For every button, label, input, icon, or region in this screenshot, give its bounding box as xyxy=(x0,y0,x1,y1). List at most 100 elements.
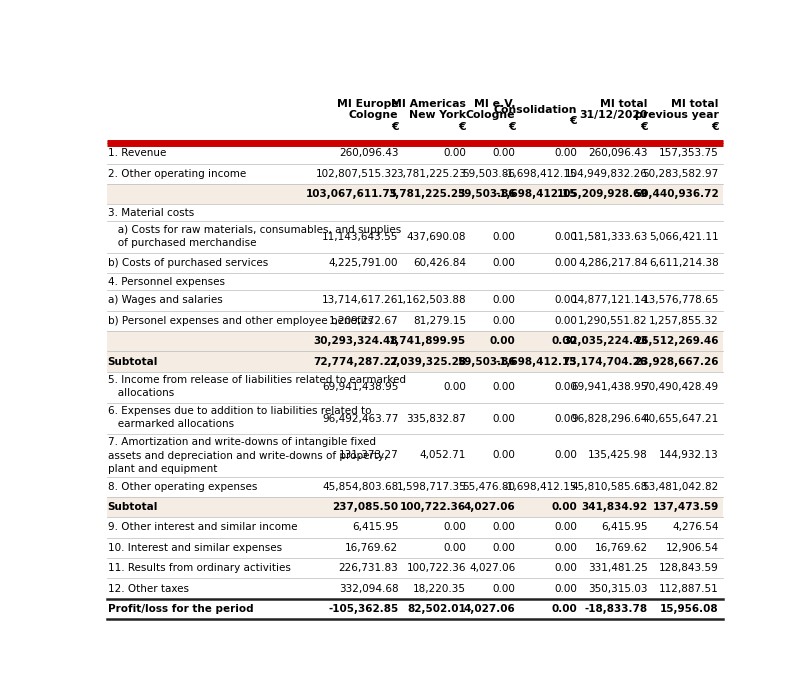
Text: 350,315.03: 350,315.03 xyxy=(588,584,648,593)
Text: 0.00: 0.00 xyxy=(554,543,577,553)
Text: a) Costs for raw materials, consumables, and supplies
   of purchased merchandis: a) Costs for raw materials, consumables,… xyxy=(107,224,401,247)
Text: 0.00: 0.00 xyxy=(554,414,577,424)
Text: 1,257,855.32: 1,257,855.32 xyxy=(649,316,718,326)
Text: 4,027.06: 4,027.06 xyxy=(469,563,516,573)
Text: 30,293,324.48: 30,293,324.48 xyxy=(314,336,398,346)
Text: 16,769.62: 16,769.62 xyxy=(595,543,648,553)
Text: 69,941,438.95: 69,941,438.95 xyxy=(322,382,398,392)
Text: 53,481,042.82: 53,481,042.82 xyxy=(642,482,718,492)
Text: 0.00: 0.00 xyxy=(554,584,577,593)
Text: 0.00: 0.00 xyxy=(554,258,577,268)
Text: 13,714,617.26: 13,714,617.26 xyxy=(322,296,398,305)
Text: 3. Material costs: 3. Material costs xyxy=(107,208,194,218)
Text: -1,698,412.15: -1,698,412.15 xyxy=(495,356,577,366)
Text: a) Wages and salaries: a) Wages and salaries xyxy=(107,296,222,305)
Text: 1,162,503.88: 1,162,503.88 xyxy=(397,296,466,305)
Text: 23,928,667.26: 23,928,667.26 xyxy=(634,356,718,366)
Text: 59,503.86: 59,503.86 xyxy=(462,168,516,179)
Text: 260,096.43: 260,096.43 xyxy=(588,148,648,159)
Text: -1,698,412.15: -1,698,412.15 xyxy=(503,168,577,179)
Text: 112,887.51: 112,887.51 xyxy=(659,584,718,593)
Text: 26,512,269.46: 26,512,269.46 xyxy=(634,336,718,346)
Text: 6. Expenses due to addition to liabilities related to
   earmarked allocations: 6. Expenses due to addition to liabiliti… xyxy=(107,406,371,429)
Text: 0.00: 0.00 xyxy=(554,450,577,461)
Text: 103,067,611.75: 103,067,611.75 xyxy=(306,189,398,199)
Text: 437,690.08: 437,690.08 xyxy=(406,232,466,242)
Bar xyxy=(107,352,723,372)
Text: 335,832.87: 335,832.87 xyxy=(406,414,466,424)
Text: 69,941,438.95: 69,941,438.95 xyxy=(571,382,648,392)
Text: 4,286,217.84: 4,286,217.84 xyxy=(578,258,648,268)
Text: 60,426.84: 60,426.84 xyxy=(413,258,466,268)
Text: MI total
previous year
€: MI total previous year € xyxy=(635,99,718,132)
Text: 72,774,287.27: 72,774,287.27 xyxy=(313,356,398,366)
Text: 5. Income from release of liabilities related to earmarked
   allocations: 5. Income from release of liabilities re… xyxy=(107,375,406,398)
Text: 1,741,899.95: 1,741,899.95 xyxy=(389,336,466,346)
Text: 0.00: 0.00 xyxy=(554,522,577,533)
Text: 45,810,585.68: 45,810,585.68 xyxy=(571,482,648,492)
Text: 32,035,224.43: 32,035,224.43 xyxy=(563,336,648,346)
Text: 45,854,803.68: 45,854,803.68 xyxy=(322,482,398,492)
Text: 5,066,421.11: 5,066,421.11 xyxy=(649,232,718,242)
Text: 0.00: 0.00 xyxy=(493,296,516,305)
Text: 96,492,463.77: 96,492,463.77 xyxy=(322,414,398,424)
Text: MI Americas
New York
€: MI Americas New York € xyxy=(391,99,466,132)
Text: 0.00: 0.00 xyxy=(444,543,466,553)
Text: 0.00: 0.00 xyxy=(444,148,466,159)
Text: 10. Interest and similar expenses: 10. Interest and similar expenses xyxy=(107,543,282,553)
Text: 70,490,428.49: 70,490,428.49 xyxy=(642,382,718,392)
Text: 4,276.54: 4,276.54 xyxy=(672,522,718,533)
Text: 144,932.13: 144,932.13 xyxy=(659,450,718,461)
Text: 55,476.80: 55,476.80 xyxy=(462,482,516,492)
Bar xyxy=(107,184,723,204)
Text: -1,698,412.15: -1,698,412.15 xyxy=(495,189,577,199)
Text: 260,096.43: 260,096.43 xyxy=(339,148,398,159)
Text: 0.00: 0.00 xyxy=(493,450,516,461)
Text: 0.00: 0.00 xyxy=(493,543,516,553)
Text: 4,027.06: 4,027.06 xyxy=(464,502,516,512)
Text: 4,027.06: 4,027.06 xyxy=(464,604,516,614)
Text: 6,415.95: 6,415.95 xyxy=(601,522,648,533)
Text: 1,598,717.35: 1,598,717.35 xyxy=(397,482,466,492)
Text: 0.00: 0.00 xyxy=(490,336,516,346)
Text: 12. Other taxes: 12. Other taxes xyxy=(107,584,188,593)
Bar xyxy=(107,497,723,517)
Text: 331,481.25: 331,481.25 xyxy=(588,563,648,573)
Text: 0.00: 0.00 xyxy=(551,604,577,614)
Text: 226,731.83: 226,731.83 xyxy=(339,563,398,573)
Text: 4,052.71: 4,052.71 xyxy=(419,450,466,461)
Text: 50,283,582.97: 50,283,582.97 xyxy=(642,168,718,179)
Text: 40,655,647.21: 40,655,647.21 xyxy=(642,414,718,424)
Text: 9. Other interest and similar income: 9. Other interest and similar income xyxy=(107,522,297,533)
Text: 3,781,225.23: 3,781,225.23 xyxy=(397,168,466,179)
Text: -18,833.78: -18,833.78 xyxy=(585,604,648,614)
Text: 100,722.36: 100,722.36 xyxy=(406,563,466,573)
Text: 11. Results from ordinary activities: 11. Results from ordinary activities xyxy=(107,563,290,573)
Text: 14,877,121.14: 14,877,121.14 xyxy=(571,296,648,305)
Text: 13,576,778.65: 13,576,778.65 xyxy=(642,296,718,305)
Text: 0.00: 0.00 xyxy=(554,232,577,242)
Text: 3,781,225.23: 3,781,225.23 xyxy=(389,189,466,199)
Text: 6,611,214.38: 6,611,214.38 xyxy=(649,258,718,268)
Text: 0.00: 0.00 xyxy=(444,522,466,533)
Text: 341,834.92: 341,834.92 xyxy=(582,502,648,512)
Text: Subtotal: Subtotal xyxy=(107,502,158,512)
Text: 104,949,832.26: 104,949,832.26 xyxy=(565,168,648,179)
Text: 0.00: 0.00 xyxy=(493,232,516,242)
Text: 0.00: 0.00 xyxy=(554,316,577,326)
Text: 237,085.50: 237,085.50 xyxy=(332,502,398,512)
Text: 15,956.08: 15,956.08 xyxy=(660,604,718,614)
Text: 73,174,704.26: 73,174,704.26 xyxy=(562,356,648,366)
Text: Consolidation
€: Consolidation € xyxy=(494,105,577,127)
Text: 0.00: 0.00 xyxy=(493,414,516,424)
Text: 11,143,643.55: 11,143,643.55 xyxy=(322,232,398,242)
Bar xyxy=(107,331,723,352)
Text: 50,440,936.72: 50,440,936.72 xyxy=(634,189,718,199)
Text: 157,353.75: 157,353.75 xyxy=(659,148,718,159)
Text: 131,373.27: 131,373.27 xyxy=(339,450,398,461)
Text: 0.00: 0.00 xyxy=(493,148,516,159)
Text: Profit/loss for the period: Profit/loss for the period xyxy=(107,604,253,614)
Text: b) Costs of purchased services: b) Costs of purchased services xyxy=(107,258,267,268)
Text: 1,209,272.67: 1,209,272.67 xyxy=(329,316,398,326)
Text: 1,290,551.82: 1,290,551.82 xyxy=(579,316,648,326)
